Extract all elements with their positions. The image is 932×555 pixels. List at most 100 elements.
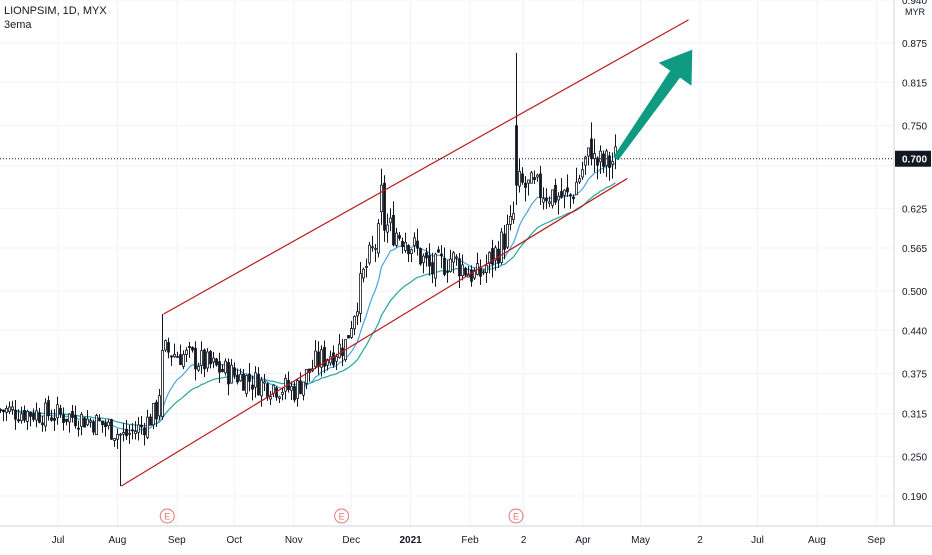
candle-body (326, 359, 329, 366)
candle (29, 411, 32, 427)
time-tick-label: Oct (227, 535, 243, 546)
candle-body (86, 418, 89, 426)
candle (557, 192, 560, 215)
candle (56, 396, 59, 425)
candle-body (248, 373, 251, 382)
candle-body (146, 416, 149, 438)
candle (125, 419, 128, 441)
candle (542, 187, 545, 210)
channel-line-upper (163, 19, 689, 315)
candle-body (302, 381, 305, 396)
candle (611, 152, 614, 179)
candle (305, 368, 308, 390)
candle (569, 193, 572, 209)
candle-body (449, 258, 452, 272)
candle (251, 375, 254, 401)
candle-body (266, 383, 269, 398)
time-tick-label: Dec (342, 535, 360, 546)
candle (443, 247, 446, 277)
candle (86, 410, 89, 427)
candle (320, 345, 323, 377)
time-tick-label: Jul (52, 535, 65, 546)
candle-body (227, 361, 230, 385)
candle (263, 374, 266, 392)
candle-body (350, 328, 353, 338)
candle (452, 250, 455, 274)
candle (605, 148, 608, 177)
candle (449, 249, 452, 273)
candle-body (71, 410, 74, 418)
candle-body (530, 172, 533, 184)
candle (524, 176, 527, 202)
candle (479, 259, 482, 285)
candle-body (569, 194, 572, 197)
candle (401, 237, 404, 254)
candle (5, 405, 8, 421)
candle (164, 339, 167, 352)
candle (65, 418, 68, 426)
candle (59, 404, 62, 418)
candle-body (212, 357, 215, 363)
candle (554, 178, 557, 205)
candle-body (401, 241, 404, 248)
candle-body (536, 174, 539, 178)
earnings-marker[interactable]: E (508, 508, 524, 524)
candle-body (50, 417, 53, 421)
candle-body (590, 138, 593, 160)
candle (317, 341, 320, 375)
candle-body (512, 213, 515, 220)
candle (200, 341, 203, 374)
candle (500, 227, 503, 265)
candle-body (128, 432, 131, 435)
candle (218, 352, 221, 383)
candle (137, 416, 140, 441)
candle (206, 348, 209, 372)
candle-body (470, 269, 473, 282)
candle (50, 409, 53, 422)
time-tick-label: Aug (808, 535, 826, 546)
candle-body (104, 422, 107, 428)
candle-body (14, 409, 17, 420)
candle (272, 384, 275, 398)
legend: LIONPSIM, 1D, MYX 3ema (4, 4, 107, 32)
candle-body (407, 245, 410, 255)
candle (140, 415, 143, 435)
candle-body (251, 384, 254, 390)
candle (221, 364, 224, 373)
candle-body (23, 409, 26, 421)
candle-body (551, 189, 554, 206)
price-tick-label: 0.440 (902, 327, 927, 338)
price-tick-label: 0.815 (902, 79, 927, 90)
candle-body (458, 258, 461, 277)
candle (608, 151, 611, 181)
candle (416, 228, 419, 256)
candle (386, 213, 389, 243)
earnings-marker[interactable]: E (159, 508, 175, 524)
candle-body (233, 367, 236, 376)
price-tick-label: 0.565 (902, 244, 927, 255)
candle (425, 247, 428, 267)
candle-body (41, 422, 44, 426)
time-tick-label: May (631, 535, 650, 546)
candle-body (8, 406, 11, 412)
candle (518, 159, 521, 193)
candle (26, 409, 29, 430)
candle (593, 138, 596, 173)
candle-body (377, 223, 380, 254)
candle-body (452, 252, 455, 263)
candle (455, 254, 458, 266)
candle (44, 398, 47, 432)
candle-body (65, 418, 68, 422)
candle-body (83, 417, 86, 428)
candle-body (161, 350, 164, 418)
candle (98, 414, 101, 422)
candle-body (281, 392, 284, 395)
candle-body (254, 372, 257, 388)
candle-body (593, 153, 596, 160)
candle-body (140, 424, 143, 428)
indicator-name[interactable]: 3ema (4, 19, 32, 31)
symbol-title[interactable]: LIONPSIM, 1D, MYX (4, 5, 107, 17)
earnings-marker[interactable]: E (334, 508, 350, 524)
